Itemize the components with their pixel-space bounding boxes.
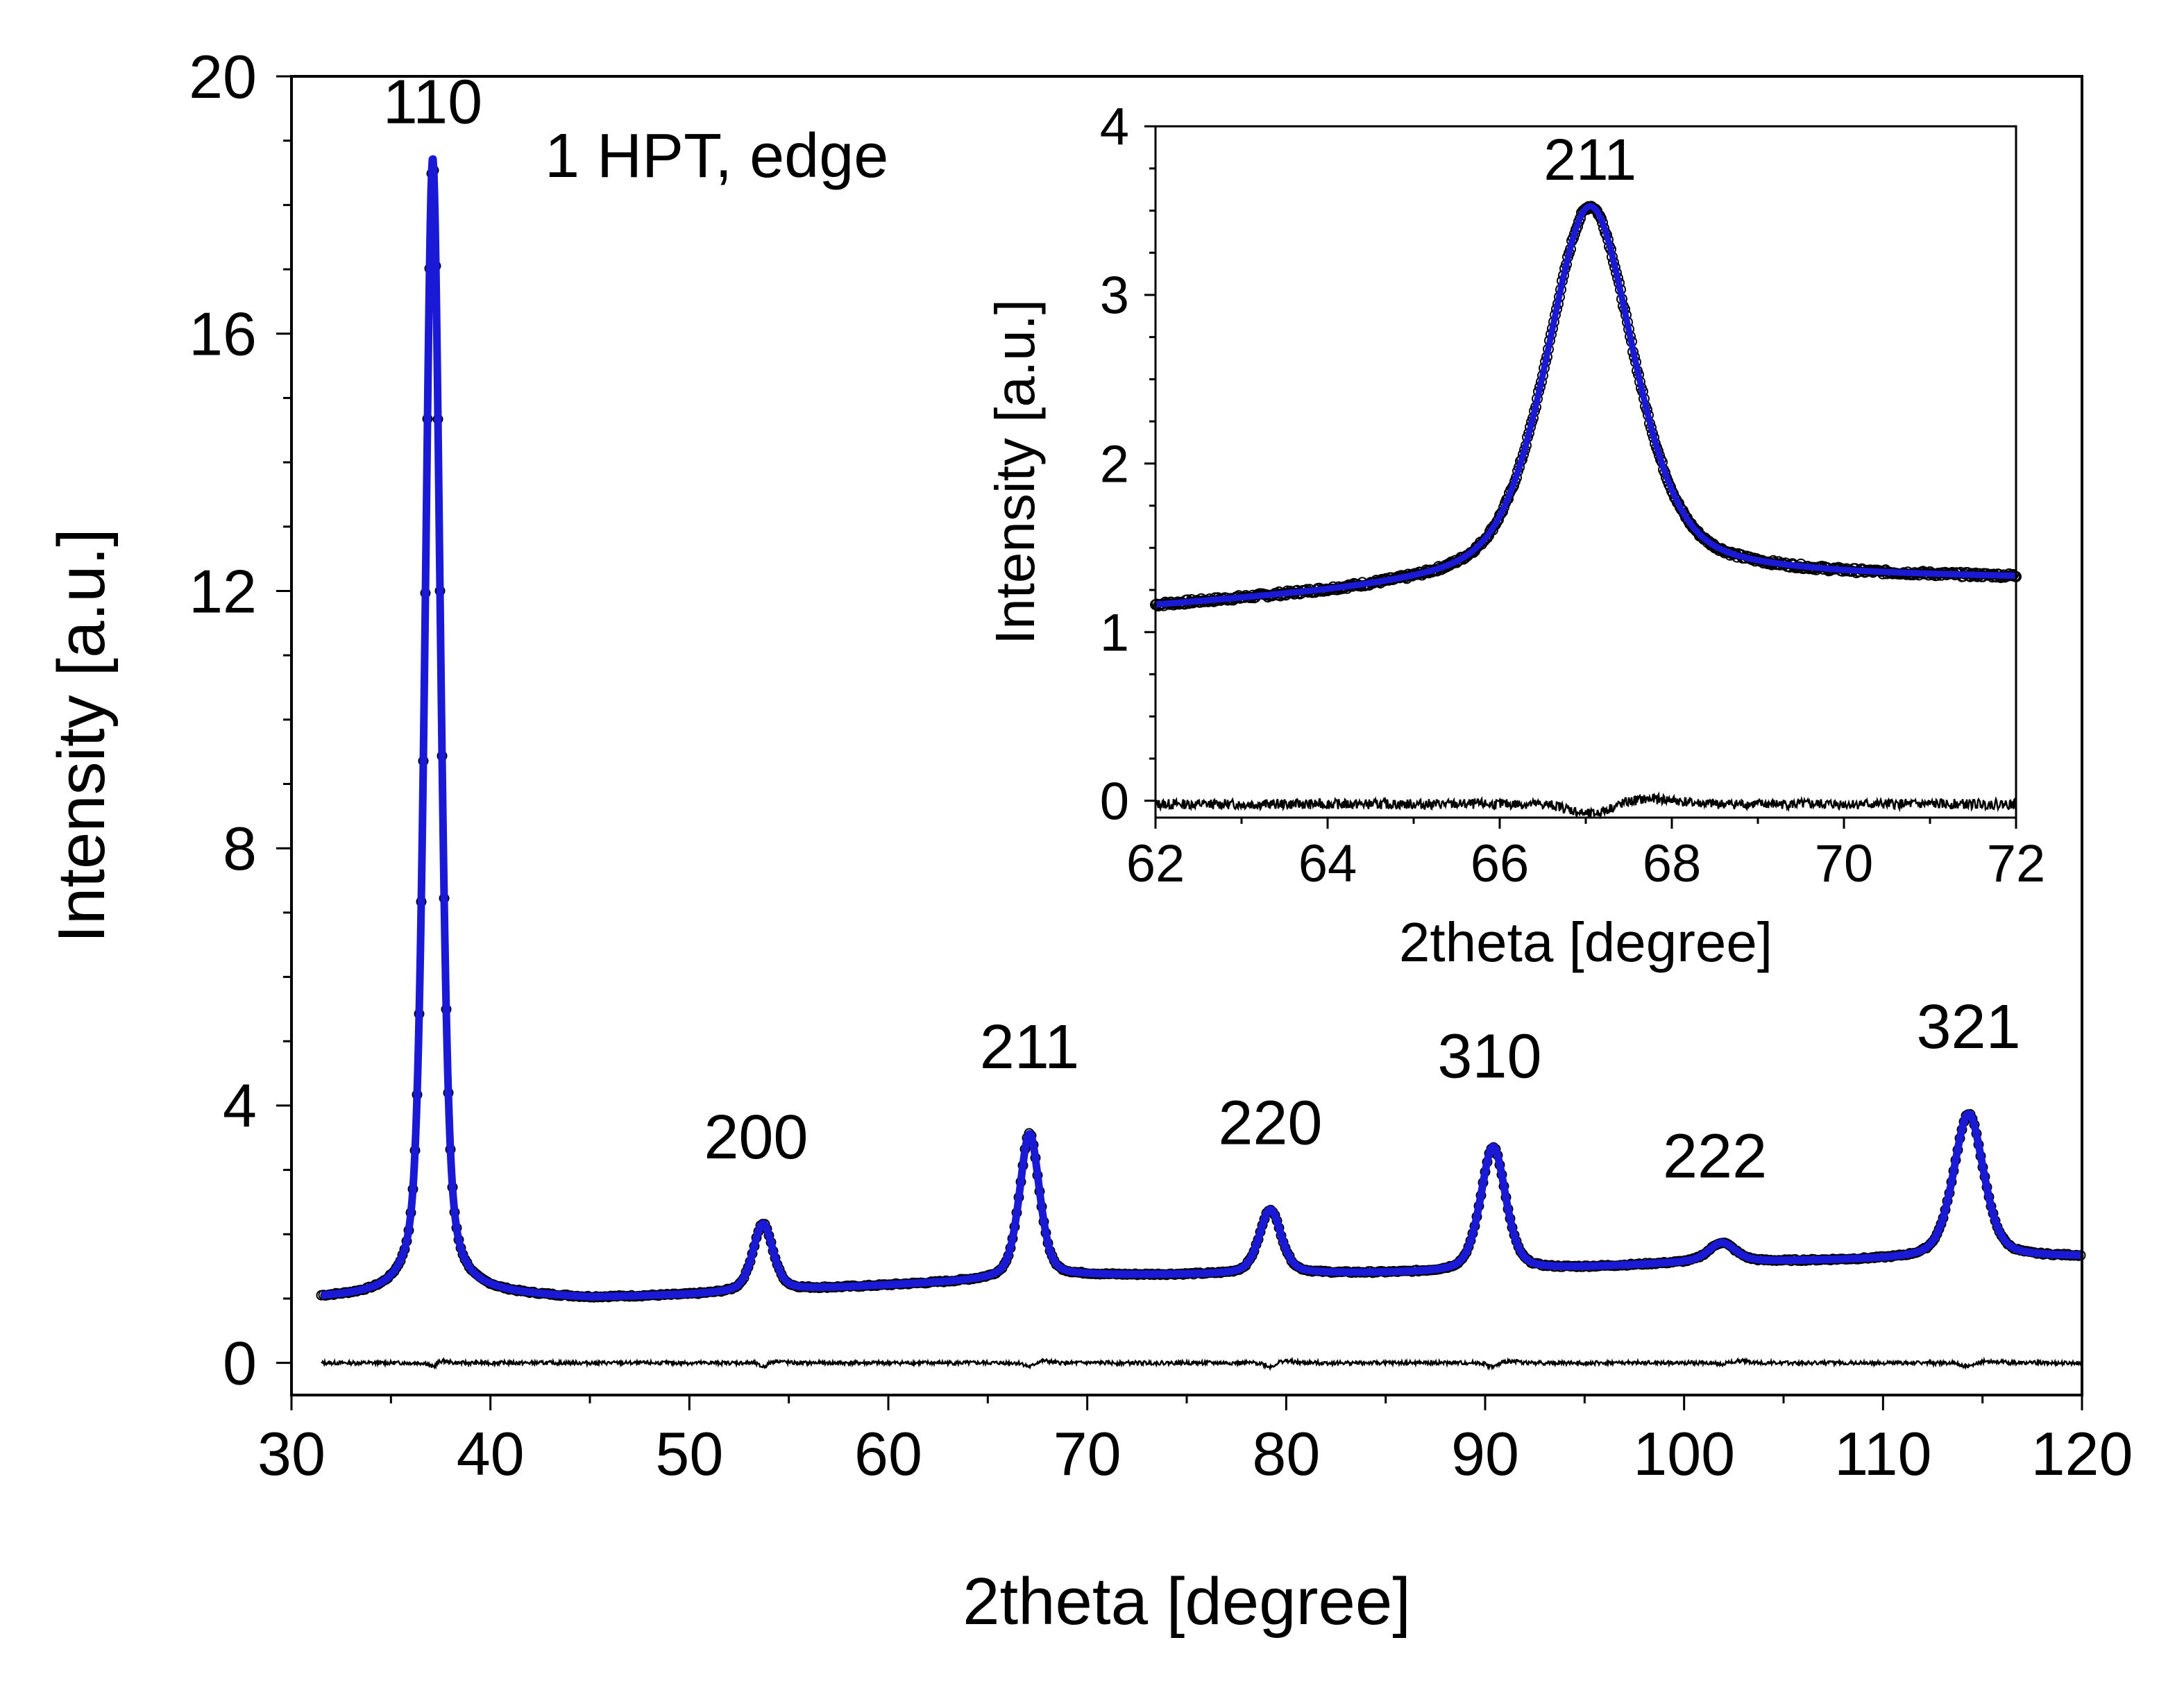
y-tick-label: 20 [189, 42, 257, 111]
inset-plot-frame [1154, 125, 2017, 819]
peak-label-110: 110 [383, 67, 482, 137]
calculated-series [318, 155, 2085, 1301]
peak-label-222: 222 [1663, 1122, 1767, 1191]
inset-peak-label-211: 211 [1543, 127, 1636, 192]
x-tick-label: 62 [1126, 834, 1185, 893]
y-tick-label: 4 [223, 1072, 257, 1140]
x-tick-label: 40 [457, 1419, 525, 1488]
peak-label-211: 211 [980, 1013, 1079, 1082]
inset-x-ticks: 62 64 66 68 70 72 [1126, 818, 2046, 893]
x-tick-label: 50 [655, 1419, 723, 1488]
main-plot-title: 1 HPT, edge [545, 121, 888, 191]
x-tick-label: 60 [854, 1419, 922, 1488]
main-x-ticks: 30 40 50 60 70 80 90 100 110 120 [257, 1395, 2133, 1488]
y-tick-label: 0 [1100, 772, 1129, 831]
y-tick-label: 1 [1100, 603, 1129, 662]
difference-series [1154, 791, 2017, 820]
main-plot-frame [290, 75, 2083, 1396]
y-tick-label: 2 [1100, 434, 1129, 493]
main-x-axis-title: 2theta [degree] [963, 1564, 1411, 1639]
inset-peak-labels: 211 [1543, 127, 1636, 192]
x-tick-label: 80 [1252, 1419, 1320, 1488]
x-tick-label: 72 [1987, 834, 2046, 893]
x-tick-label: 66 [1471, 834, 1530, 893]
peak-label-200: 200 [704, 1103, 808, 1172]
x-tick-label: 68 [1643, 834, 1702, 893]
calculated-series [1153, 203, 2019, 608]
x-tick-label: 70 [1053, 1419, 1121, 1488]
main-series-group [316, 155, 2086, 1371]
peak-label-220: 220 [1218, 1088, 1322, 1158]
main-y-ticks: 0 4 8 12 16 20 [189, 42, 291, 1397]
x-tick-label: 30 [257, 1419, 325, 1488]
inset-y-axis-title: Intensity [a.u.] [984, 299, 1046, 645]
inset-y-ticks: 0 1 2 3 4 [1100, 98, 1156, 831]
x-tick-label: 70 [1815, 834, 1874, 893]
x-tick-label: 100 [1633, 1419, 1735, 1488]
difference-series [321, 1356, 2083, 1371]
inset-plot: 62 64 66 68 70 72 0 1 2 3 4 211 2theta [degree] I… [984, 98, 2045, 973]
peak-label-321: 321 [1917, 992, 2021, 1062]
y-tick-label: 3 [1100, 267, 1129, 326]
inset-x-axis-title: 2theta [degree] [1399, 911, 1772, 973]
y-tick-label: 16 [189, 300, 257, 369]
y-tick-label: 8 [223, 814, 257, 883]
y-tick-label: 0 [223, 1328, 257, 1397]
peak-label-310: 310 [1437, 1022, 1541, 1092]
inset-background [1156, 126, 2016, 818]
x-tick-label: 90 [1451, 1419, 1519, 1488]
y-tick-label: 4 [1100, 98, 1129, 157]
main-y-axis-title: Intensity [a.u.] [44, 528, 119, 943]
x-tick-label: 64 [1298, 834, 1357, 893]
x-tick-label: 110 [1834, 1419, 1931, 1488]
x-tick-label: 120 [2031, 1419, 2133, 1488]
inset-series-group [1150, 201, 2022, 820]
y-tick-label: 12 [189, 557, 257, 625]
